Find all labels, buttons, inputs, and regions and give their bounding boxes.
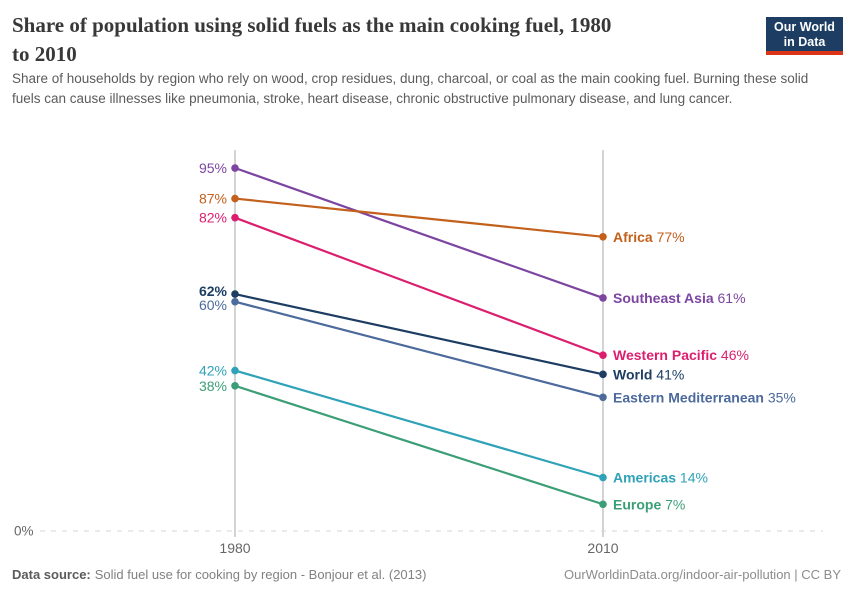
data-source-text: Solid fuel use for cooking by region - B… (94, 567, 427, 582)
point-world-1980[interactable] (231, 290, 239, 298)
entity-label-world[interactable]: World 41% (613, 366, 684, 382)
owid-logo[interactable]: Our World in Data (766, 17, 843, 55)
value-label-europe-1980: 38% (199, 378, 227, 394)
slope-line-world[interactable] (234, 293, 604, 376)
value-label-eastern-mediterranean-1980: 60% (199, 297, 227, 313)
page-title: Share of population using solid fuels as… (12, 11, 611, 69)
slope-line-western-pacific[interactable] (234, 216, 604, 357)
chart-subtitle: Share of households by region who rely o… (12, 71, 809, 106)
value-label-southeast-asia-1980: 95% (199, 160, 227, 176)
entity-label-southeast-asia[interactable]: Southeast Asia 61% (613, 290, 746, 306)
entity-label-europe[interactable]: Europe 7% (613, 496, 685, 512)
point-europe-2010[interactable] (599, 500, 607, 509)
slope-line-southeast-asia[interactable] (234, 166, 604, 299)
point-southeast-asia-2010[interactable] (599, 294, 607, 302)
slope-line-eastern-mediterranean[interactable] (234, 300, 604, 399)
point-western-pacific-2010[interactable] (599, 351, 607, 360)
entity-label-americas[interactable]: Americas 14% (613, 470, 708, 486)
value-label-world-1980: 62% (199, 283, 228, 299)
page-title-line2: to 2010 (12, 42, 77, 66)
entity-label-africa[interactable]: Africa 77% (613, 229, 685, 245)
point-europe-1980[interactable] (231, 382, 239, 390)
point-africa-1980[interactable] (231, 194, 239, 203)
point-africa-2010[interactable] (599, 232, 607, 241)
citation-link[interactable]: OurWorldinData.org/indoor-air-pollution … (564, 567, 841, 582)
value-label-africa-1980: 87% (199, 191, 227, 207)
owid-logo-line2: in Data (783, 34, 826, 49)
y-tick-zero: 0% (14, 524, 34, 539)
x-tick-1980: 1980 (219, 540, 250, 556)
point-southeast-asia-1980[interactable] (231, 164, 239, 172)
slope-line-americas[interactable] (234, 369, 604, 479)
entity-label-eastern-mediterranean[interactable]: Eastern Mediterranean 35% (613, 389, 796, 405)
data-source: Data source: Solid fuel use for cooking b… (12, 567, 426, 582)
point-eastern-mediterranean-2010[interactable] (599, 393, 607, 402)
point-western-pacific-1980[interactable] (231, 213, 239, 222)
value-label-americas-1980: 42% (199, 363, 227, 379)
slope-line-europe[interactable] (234, 384, 604, 506)
slope-line-africa[interactable] (234, 197, 604, 238)
point-world-2010[interactable] (599, 370, 607, 379)
point-americas-2010[interactable] (599, 473, 607, 482)
entity-label-western-pacific[interactable]: Western Pacific 46% (613, 347, 749, 363)
point-eastern-mediterranean-1980[interactable] (231, 297, 239, 306)
owid-logo-line1: Our World (774, 20, 835, 34)
value-label-western-pacific-1980: 82% (199, 210, 227, 226)
x-tick-2010: 2010 (587, 540, 618, 556)
data-source-label: Data source: (12, 567, 91, 582)
page-title-line1: Share of population using solid fuels as… (12, 13, 612, 37)
point-americas-1980[interactable] (231, 366, 239, 375)
